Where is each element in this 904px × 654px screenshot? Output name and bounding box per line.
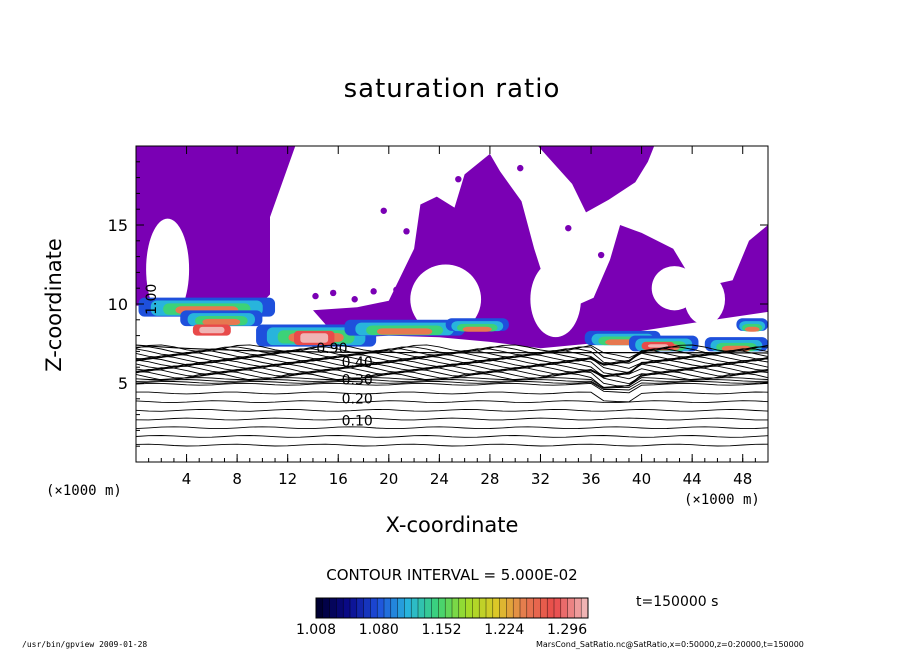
time-label: t=150000 s: [636, 594, 719, 610]
contour-interval-label: CONTOUR INTERVAL = 5.000E-02: [326, 566, 578, 584]
colorbar-cell: [363, 598, 371, 618]
footer-right: MarsCond_SatRatio.nc@SatRatio,x=0:50000,…: [536, 640, 804, 649]
colorbar-cell: [581, 598, 589, 618]
x-tick-label: 8: [232, 470, 242, 488]
colorbar: 1.008 1.080 1.152 1.224 1.296: [296, 597, 589, 638]
colorbar-cell: [452, 598, 460, 618]
colorbar-cell: [479, 598, 487, 618]
colorbar-tick-label: 1.080: [359, 622, 399, 638]
colorbar-cell: [492, 598, 501, 618]
x-unit-label-right: (×1000 m): [684, 492, 760, 508]
colorbar-cell: [506, 598, 514, 618]
colorbar-cell: [377, 598, 385, 618]
contour-label: 1.00: [144, 284, 160, 315]
contour-label: 0.30: [342, 373, 373, 389]
contour-label: 0.10: [342, 414, 373, 430]
colorbar-cell: [520, 598, 528, 618]
colorbar-cell: [418, 598, 426, 618]
colorbar-tick-label: 1.296: [547, 622, 587, 638]
colorbar-cell: [554, 598, 562, 618]
colorbar-cell: [499, 598, 507, 618]
x-tick-label: 12: [278, 470, 297, 488]
x-tick-label: 28: [480, 470, 499, 488]
colorbar-cell: [513, 598, 521, 618]
colorbar-cell: [560, 598, 569, 618]
colorbar-cell: [356, 598, 365, 618]
y-axis-label: Z-coordinate: [42, 238, 66, 372]
colorbar-cell: [322, 598, 331, 618]
colorbar-cell: [343, 598, 351, 618]
x-tick-label: 20: [379, 470, 398, 488]
colorbar-tick-label: 1.224: [484, 622, 524, 638]
contour-label: 0.90: [316, 341, 347, 357]
colorbar-cell: [431, 598, 439, 618]
colorbar-tick-label: 1.152: [421, 622, 461, 638]
y-tick-label: 15: [108, 216, 128, 235]
footer-left: /usr/bin/gpview 2009-01-28: [22, 640, 148, 649]
colorbar-cell: [384, 598, 392, 618]
colorbar-cell: [370, 598, 378, 618]
y-tick-label: 10: [108, 295, 128, 314]
colorbar-cell: [472, 598, 480, 618]
colorbar-cell: [404, 598, 412, 618]
colorbar-cell: [465, 598, 473, 618]
colorbar-cell: [424, 598, 433, 618]
contour-lines: 1.00 0.900.40 0.30 0.20 0.10: [136, 284, 768, 447]
y-tick-label: 5: [118, 374, 128, 393]
colorbar-cell: [540, 598, 548, 618]
colorbar-cell: [567, 598, 575, 618]
colorbar-cell: [547, 598, 555, 618]
colorbar-cell: [533, 598, 541, 618]
x-tick-label: 48: [733, 470, 752, 488]
contour-label: 0.20: [342, 392, 373, 408]
colorbar-cell: [390, 598, 399, 618]
colorbar-cell: [486, 598, 494, 618]
plot-area: 1.00 0.900.40 0.30 0.20 0.10: [136, 146, 768, 447]
x-tick-label: 40: [632, 470, 651, 488]
saturated-region: [136, 146, 768, 349]
x-unit-label-left: (×1000 m): [46, 483, 122, 499]
x-tick-label: 32: [531, 470, 550, 488]
x-tick-label: 16: [329, 470, 348, 488]
colorbar-cell: [438, 598, 446, 618]
x-tick-label: 24: [430, 470, 449, 488]
colorbar-cell: [574, 598, 582, 618]
colorbar-cell: [336, 598, 344, 618]
x-tick-label: 4: [182, 470, 192, 488]
x-axis-label: X-coordinate: [385, 513, 519, 537]
x-tick-label: 36: [581, 470, 600, 488]
colorbar-cell: [329, 598, 337, 618]
colorbar-cell: [526, 598, 535, 618]
contour-label: 0.40: [342, 355, 373, 371]
colorbar-tick-label: 1.008: [296, 622, 336, 638]
x-tick-label: 44: [683, 470, 702, 488]
colorbar-cell: [397, 598, 405, 618]
chart-title: saturation ratio: [343, 74, 561, 104]
colorbar-cell: [316, 598, 324, 618]
colorbar-cell: [350, 598, 358, 618]
colorbar-cell: [445, 598, 453, 618]
colorbar-cell: [458, 598, 467, 618]
colorbar-cell: [411, 598, 419, 618]
